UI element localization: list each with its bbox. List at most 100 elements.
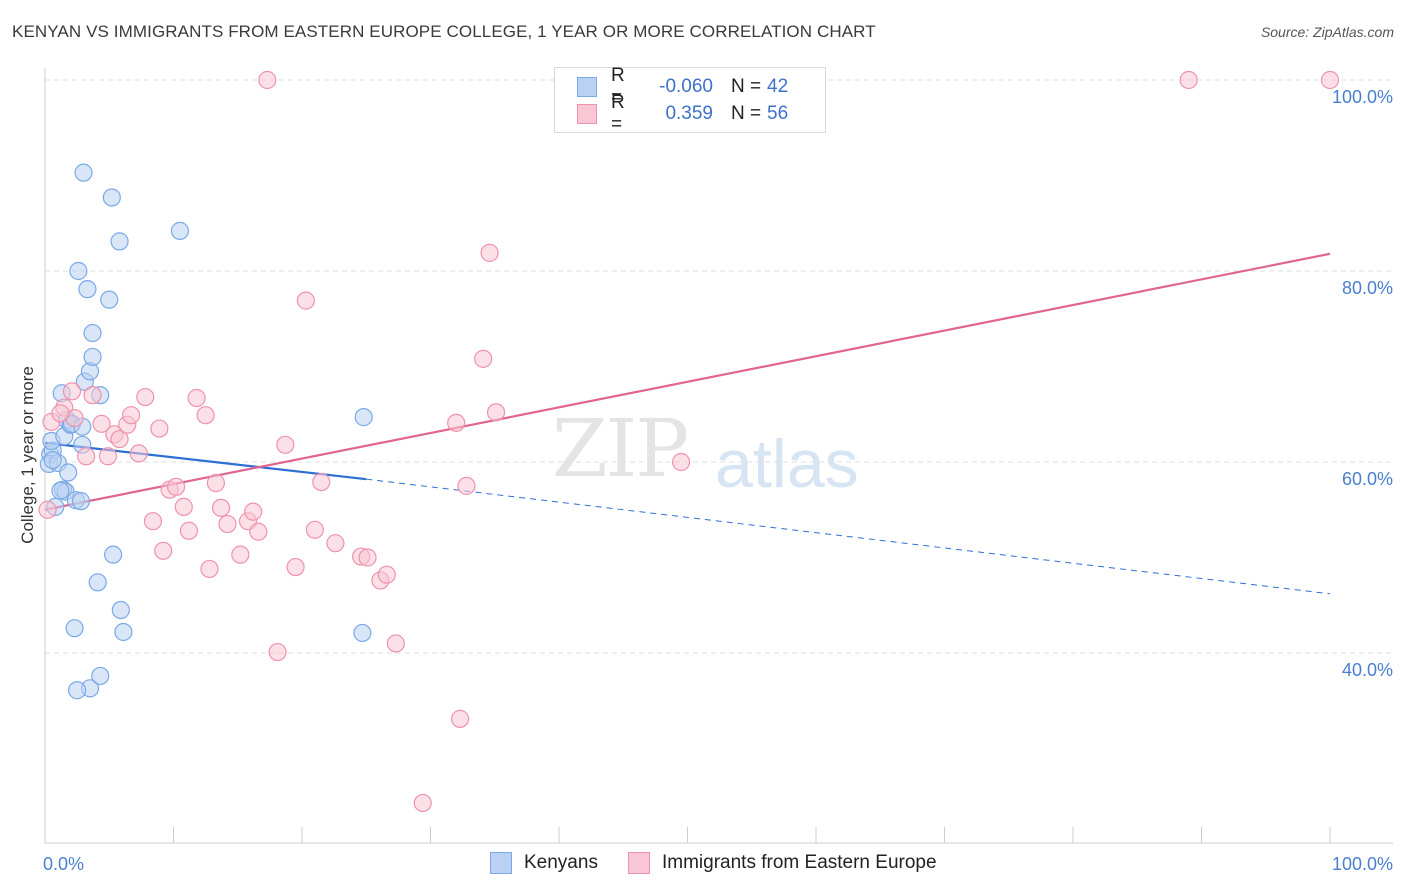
data-point-eastern-europe <box>51 404 70 423</box>
data-point-eastern-europe <box>187 388 206 408</box>
data-point-eastern-europe <box>1320 70 1340 90</box>
data-point-eastern-europe <box>179 521 199 540</box>
legend-swatch-kenyans <box>577 77 597 97</box>
data-point-kenyans <box>111 600 130 620</box>
legend-row-eastern-europe: R = 0.359 N = 56 <box>577 92 789 135</box>
data-point-eastern-europe <box>121 406 141 425</box>
data-point-kenyans <box>74 163 93 182</box>
legend-r-value: -0.060 <box>659 76 713 97</box>
data-point-eastern-europe <box>110 429 129 449</box>
data-point-kenyans <box>354 408 373 427</box>
data-point-eastern-europe <box>98 447 118 466</box>
data-point-eastern-europe <box>38 500 57 519</box>
data-point-eastern-europe <box>174 497 193 516</box>
data-point-kenyans <box>83 323 102 343</box>
data-point-eastern-europe <box>358 548 377 567</box>
data-point-eastern-europe <box>218 514 237 534</box>
data-point-kenyans <box>88 573 107 592</box>
data-point-eastern-europe <box>486 403 506 422</box>
x-tick-label: 0.0% <box>43 854 84 874</box>
data-point-eastern-europe <box>83 386 102 405</box>
data-point-kenyans <box>65 619 84 638</box>
data-point-eastern-europe <box>671 452 691 472</box>
data-point-eastern-europe <box>77 447 96 466</box>
data-point-eastern-europe <box>480 243 499 262</box>
data-point-kenyans <box>78 280 97 299</box>
legend-n-label: N = <box>731 76 762 97</box>
x-tick-label: 100.0% <box>1332 854 1393 874</box>
data-point-eastern-europe <box>286 557 305 577</box>
tick-labels: 40.0% 60.0% 80.0% 100.0% 0.0% 100.0% <box>43 87 1393 874</box>
data-point-eastern-europe <box>92 414 111 433</box>
data-point-kenyans <box>43 450 62 470</box>
legend-r-label: R = <box>611 65 625 108</box>
data-point-kenyans <box>68 681 87 700</box>
data-point-eastern-europe <box>166 477 186 496</box>
data-point-kenyans <box>71 492 91 511</box>
legend-label-eastern-europe: Immigrants from Eastern Europe <box>662 852 937 873</box>
data-points <box>38 70 1340 813</box>
legend-n-label: N = <box>731 103 762 124</box>
trend-line-eastern-europe <box>44 252 1331 511</box>
data-point-kenyans <box>110 232 129 251</box>
data-point-eastern-europe <box>447 413 466 432</box>
legend-item-kenyans[interactable]: Kenyans <box>490 852 598 874</box>
source-credit: Source: ZipAtlas.com <box>1260 24 1394 40</box>
grid-lines <box>45 79 1393 654</box>
data-point-eastern-europe <box>276 435 295 454</box>
chart-title: KENYAN VS IMMIGRANTS FROM EASTERN EUROPE… <box>12 22 876 41</box>
data-point-kenyans <box>353 623 372 643</box>
data-point-kenyans <box>114 622 133 642</box>
data-point-kenyans <box>100 290 119 309</box>
data-point-eastern-europe <box>231 545 250 564</box>
legend-swatch-eastern-europe <box>577 104 597 124</box>
data-point-eastern-europe <box>136 387 155 407</box>
data-point-kenyans <box>59 463 78 482</box>
legend-label-kenyans: Kenyans <box>524 852 598 873</box>
data-point-eastern-europe <box>326 534 345 553</box>
data-point-eastern-europe <box>62 382 82 401</box>
data-point-eastern-europe <box>386 634 405 653</box>
series-legend: Kenyans Immigrants from Eastern Europe <box>0 852 1406 878</box>
data-point-eastern-europe <box>1179 70 1198 90</box>
data-point-eastern-europe <box>268 642 287 662</box>
y-tick-label: 100.0% <box>1332 87 1393 107</box>
data-point-eastern-europe <box>450 709 470 728</box>
correlation-legend: R = -0.060 N = 42 R = 0.359 N = 56 <box>554 65 826 135</box>
data-point-eastern-europe <box>305 520 324 539</box>
data-point-eastern-europe <box>413 793 432 813</box>
data-point-eastern-europe <box>206 473 226 493</box>
data-point-kenyans <box>51 481 70 500</box>
data-point-eastern-europe <box>211 498 231 517</box>
data-point-eastern-europe <box>200 559 219 579</box>
data-point-eastern-europe <box>312 472 331 492</box>
data-point-kenyans <box>83 347 102 367</box>
data-point-eastern-europe <box>258 70 277 90</box>
data-point-eastern-europe <box>196 406 215 425</box>
legend-r-value: 0.359 <box>665 103 713 124</box>
data-point-eastern-europe <box>296 291 315 310</box>
y-tick-label: 80.0% <box>1342 278 1393 298</box>
legend-n-value: 42 <box>767 76 789 97</box>
legend-item-eastern-europe[interactable]: Immigrants from Eastern Europe <box>628 852 937 874</box>
legend-swatch-eastern-europe <box>628 852 650 874</box>
axes <box>44 68 1393 844</box>
legend-n-value: 56 <box>767 103 789 124</box>
data-point-kenyans <box>104 545 123 564</box>
watermark-zip: ZIP <box>552 402 689 495</box>
data-point-eastern-europe <box>457 476 476 495</box>
data-point-eastern-europe <box>377 565 396 584</box>
trend-lines <box>44 252 1331 595</box>
legend-r-label: R = <box>611 92 625 135</box>
data-point-eastern-europe <box>143 512 163 531</box>
data-point-eastern-europe <box>249 522 268 541</box>
legend-row-kenyans: R = -0.060 N = 42 <box>577 65 789 108</box>
legend-swatch-kenyans <box>490 852 512 874</box>
data-point-kenyans <box>69 261 88 281</box>
data-point-eastern-europe <box>154 541 173 560</box>
data-point-eastern-europe <box>129 444 148 463</box>
data-point-kenyans <box>91 666 110 686</box>
data-point-eastern-europe <box>474 349 493 368</box>
data-point-eastern-europe <box>244 502 263 521</box>
